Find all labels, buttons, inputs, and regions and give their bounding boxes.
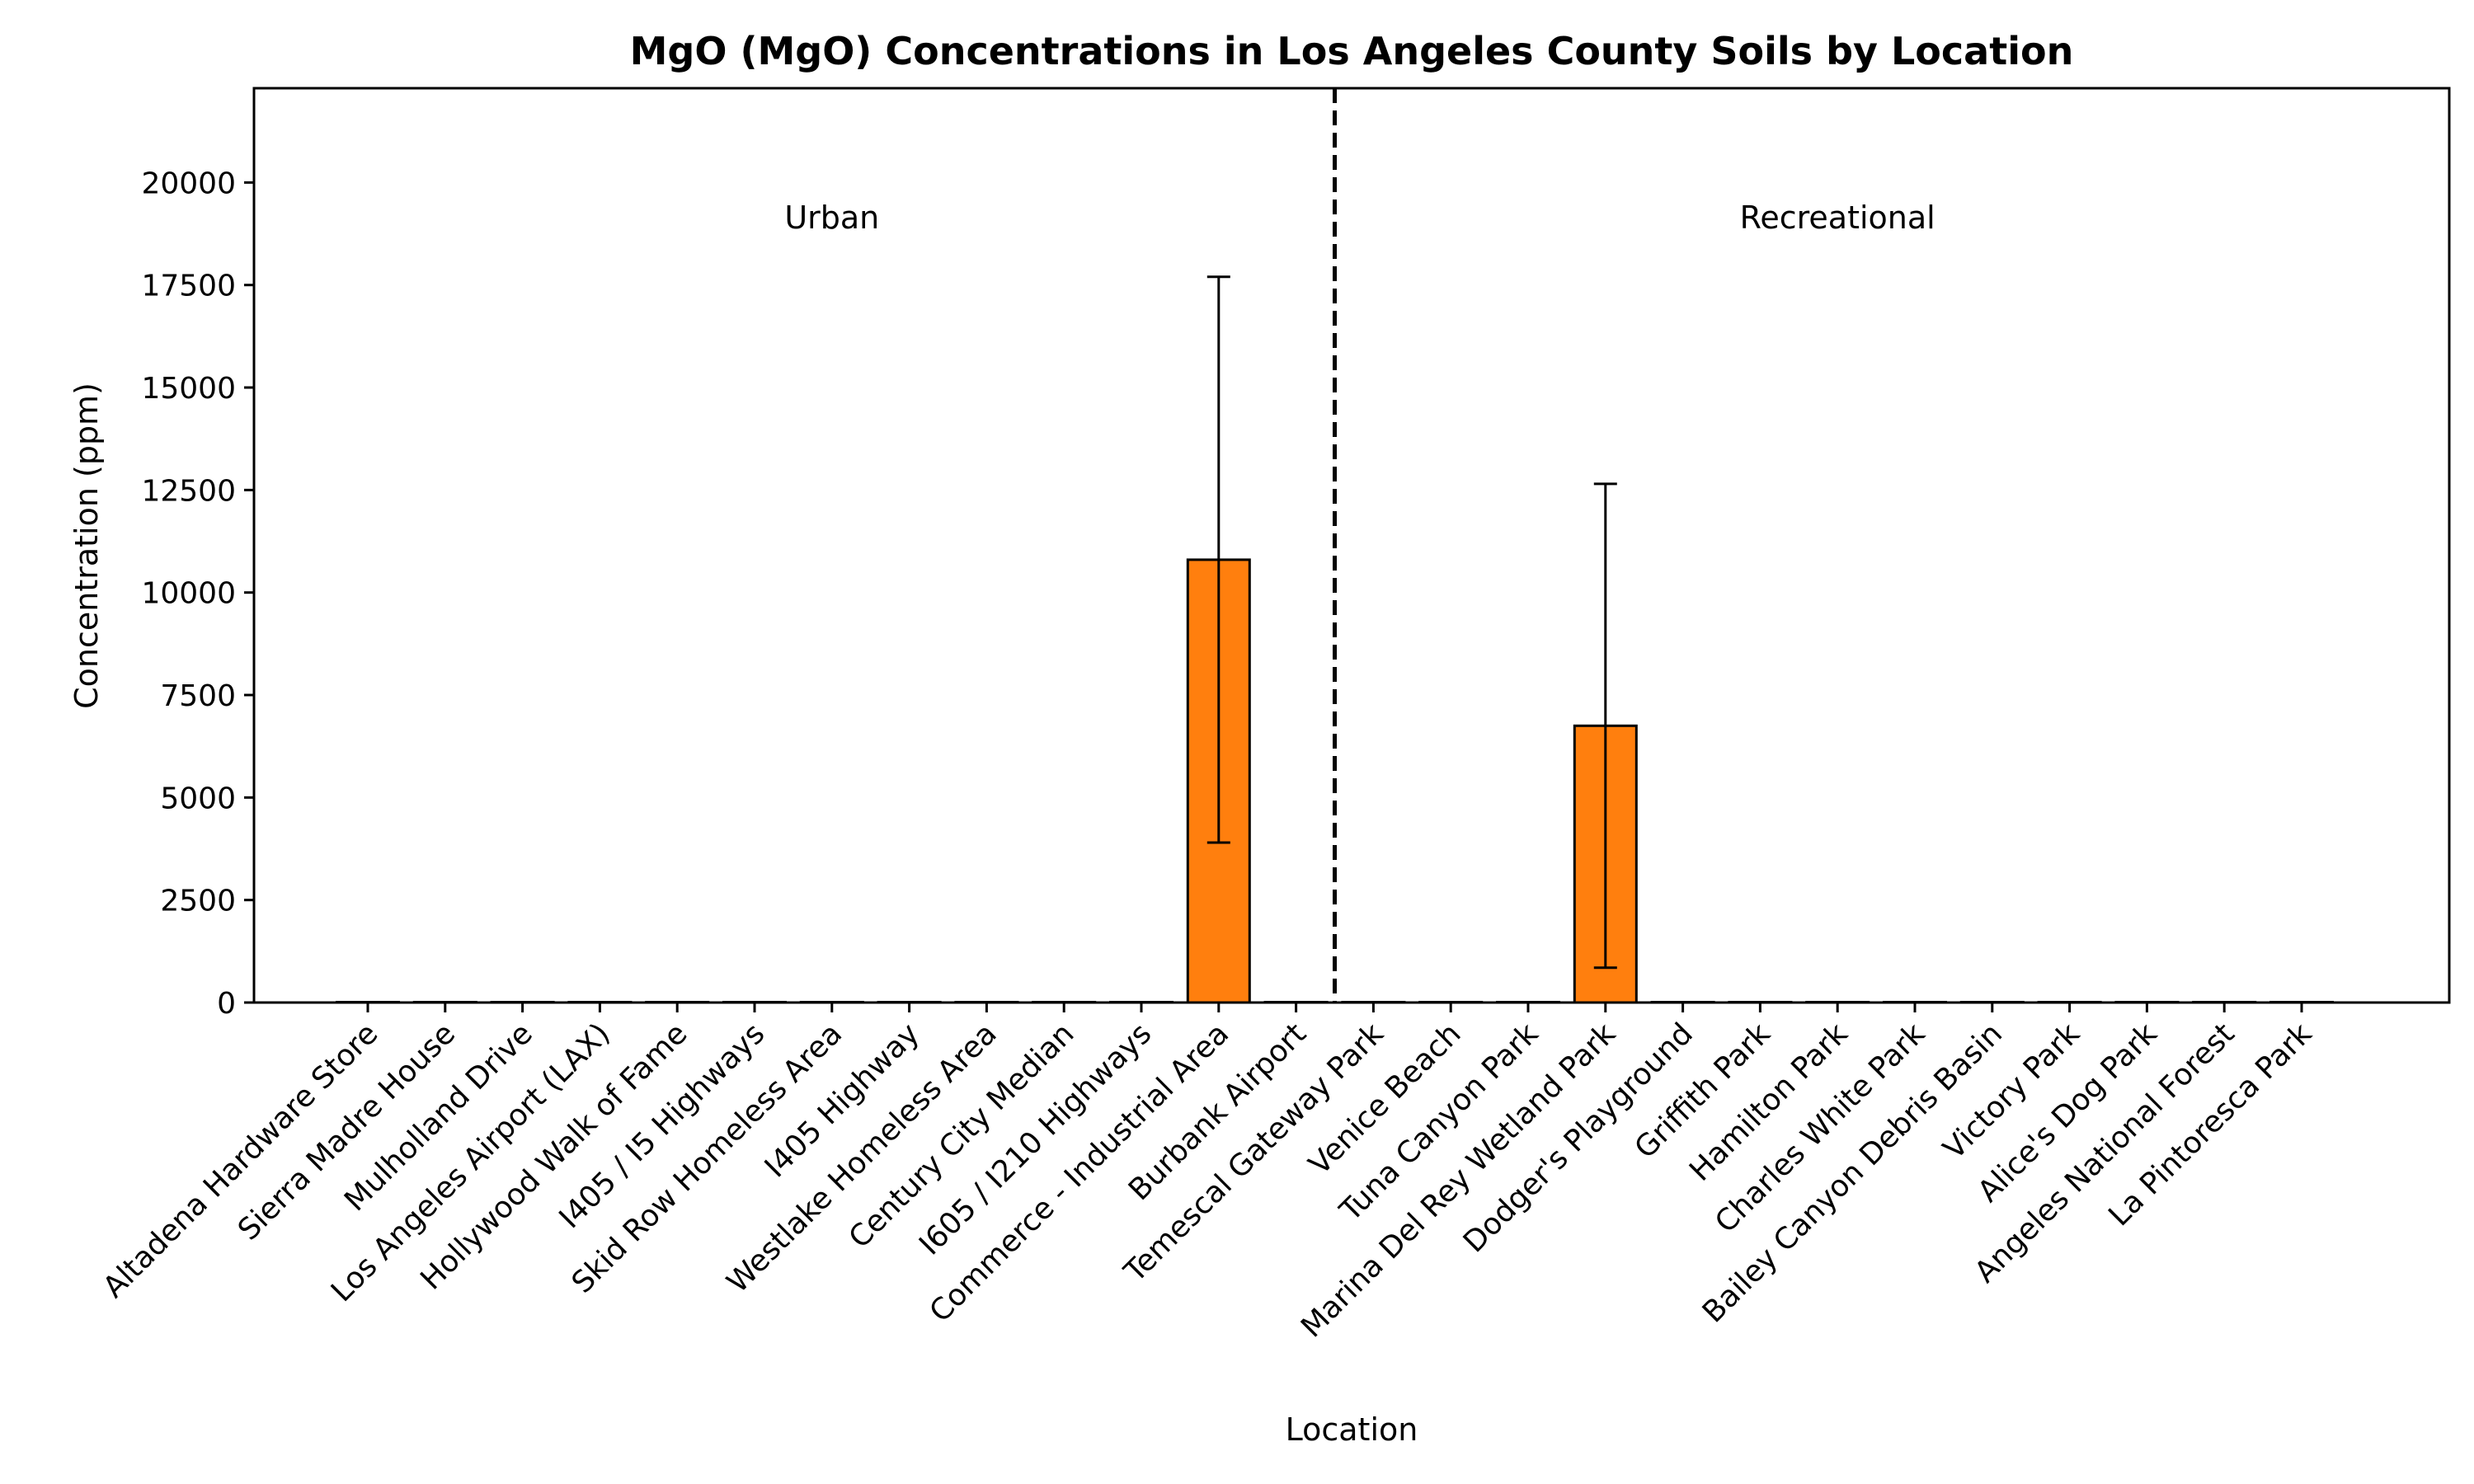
plot-area: Urban Recreational — [252, 87, 2451, 1004]
y-tick-label: 0 — [217, 987, 236, 1021]
x-axis-label: Location — [1286, 1411, 1418, 1448]
chart-title: MgO (MgO) Concentrations in Los Angeles … — [630, 29, 2074, 73]
plot-frame — [252, 87, 2451, 1004]
y-tick-label: 12500 — [141, 474, 236, 508]
y-tick-label: 5000 — [160, 782, 236, 815]
y-tick-label: 20000 — [141, 167, 236, 200]
y-tick-label: 7500 — [160, 679, 236, 713]
error-bar — [1593, 482, 1617, 970]
y-tick-label: 17500 — [141, 270, 236, 303]
group-label: Urban — [784, 200, 879, 236]
y-axis-label: Concentration (ppm) — [68, 383, 105, 709]
y-tick-label: 10000 — [141, 577, 236, 611]
error-bar — [1206, 275, 1230, 844]
y-tick-label: 15000 — [141, 372, 236, 406]
y-tick-label: 2500 — [160, 885, 236, 918]
y-axis: 0 2500 5000 7500 10000 12500 15000 17500 20000 — [141, 167, 254, 1021]
group-label: Recreational — [1740, 200, 1935, 236]
